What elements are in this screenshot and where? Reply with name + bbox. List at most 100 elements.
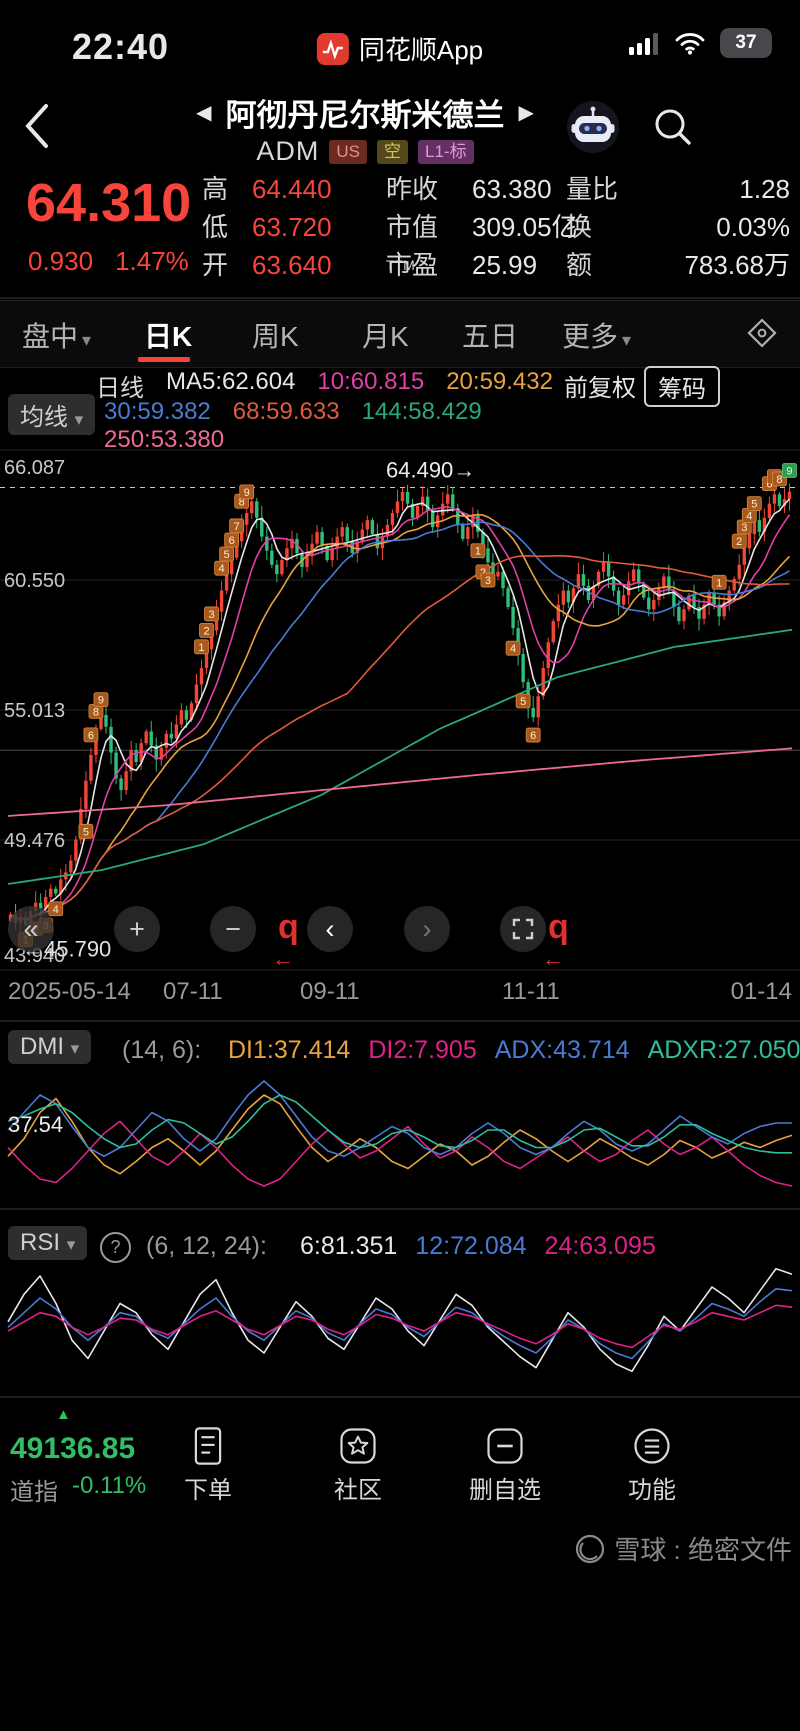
community-icon xyxy=(340,1428,376,1464)
index-up-triangle-icon: ▲ xyxy=(56,1406,71,1423)
signal-badges: 12345689123456789123456123456789 xyxy=(18,463,797,947)
app-badge-label: 同花顺App xyxy=(358,35,484,65)
tab-intraday[interactable]: 盘中 ▾ xyxy=(22,321,92,352)
fullscreen-button[interactable] xyxy=(500,906,546,952)
quote-row: 开 63.640 市盈 TTM 25.99 额 783.68万 xyxy=(0,246,800,284)
nav-place-order[interactable]: 下单 xyxy=(153,1424,263,1505)
svg-text:64.490→: 64.490→ xyxy=(386,457,475,482)
status-time: 22:40 xyxy=(72,26,170,67)
axis-date: 09-11 xyxy=(300,978,360,1005)
gap-marker: q xyxy=(278,908,299,946)
index-value[interactable]: 49136.85 xyxy=(10,1432,136,1465)
svg-text:6: 6 xyxy=(229,535,235,547)
svg-text:6: 6 xyxy=(530,730,536,742)
svg-text:9: 9 xyxy=(98,695,104,707)
volratio-label: 量比 xyxy=(566,174,619,204)
tab-more[interactable]: 更多 ▾ xyxy=(562,321,632,352)
ma-dropdown-button[interactable]: 均线 ▾ xyxy=(8,394,96,435)
stock-title: 阿彻丹尼尔斯米德兰 xyxy=(225,98,505,133)
svg-text:9: 9 xyxy=(786,466,792,478)
tab-monthly-k[interactable]: 月K xyxy=(362,321,409,352)
tab-five-day[interactable]: 五日 xyxy=(462,321,519,352)
zoom-in-button[interactable]: + xyxy=(114,906,160,952)
indicator-value: 30:59.382 xyxy=(104,398,211,425)
turnover-value: 0.03% xyxy=(716,212,790,242)
zoom-out-button[interactable]: − xyxy=(210,906,256,952)
svg-text:2: 2 xyxy=(203,625,209,637)
open-label: 开 xyxy=(202,250,229,280)
rsi-dropdown-button[interactable]: RSI ▾ xyxy=(8,1226,88,1260)
tab-weekly-k[interactable]: 周K xyxy=(252,321,299,352)
svg-text:9: 9 xyxy=(244,487,250,499)
help-icon[interactable]: ? xyxy=(100,1232,131,1263)
market-tag: US xyxy=(329,139,368,164)
tab-daily-k[interactable]: 日K xyxy=(144,321,193,352)
dmi-chart[interactable] xyxy=(0,1058,800,1206)
short-tag: 空 xyxy=(377,139,409,164)
search-button[interactable] xyxy=(650,104,696,150)
app-badge[interactable]: 同花顺App xyxy=(316,30,484,67)
price-change: 0.930 xyxy=(28,246,94,276)
snowball-logo-icon xyxy=(576,1534,605,1563)
indicator-value: 20:59.432 xyxy=(446,368,553,395)
open-value: 63.640 xyxy=(252,250,332,280)
chevron-down-icon: ▾ xyxy=(70,1039,80,1058)
nav-community[interactable]: 社区 xyxy=(303,1424,413,1505)
amount-value: 783.68万 xyxy=(684,250,790,280)
indicator-settings-icon[interactable] xyxy=(746,317,778,349)
rsi-params: (6, 12, 24): xyxy=(146,1232,267,1260)
chevron-down-icon: ▾ xyxy=(74,410,84,429)
nav-functions[interactable]: 功能 xyxy=(597,1424,707,1505)
indicator-value: MA5:62.604 xyxy=(166,368,296,395)
index-name: 道指 xyxy=(10,1479,58,1506)
index-row[interactable]: 道指 -0.11% xyxy=(10,1472,146,1507)
chip-distribution-button[interactable]: 筹码 xyxy=(644,366,720,407)
menu-circle-icon xyxy=(634,1428,670,1464)
svg-text:4: 4 xyxy=(53,904,59,916)
dmi-header: DMI ▾ (14, 6): DI1:37.414 DI2:7.905 ADX:43… xyxy=(0,1030,800,1070)
svg-text:7: 7 xyxy=(234,521,240,533)
mktcap-label: 市值 xyxy=(386,212,439,242)
svg-text:4: 4 xyxy=(219,563,225,575)
svg-text:1: 1 xyxy=(198,642,204,654)
collapse-toolbar-button[interactable]: « xyxy=(8,906,54,952)
prev-stock-icon[interactable]: ◀ xyxy=(196,102,212,124)
last-price: 64.310 xyxy=(26,173,192,233)
high-label: 高 xyxy=(202,174,229,204)
battery-indicator: 37 xyxy=(720,28,772,58)
svg-text:3: 3 xyxy=(741,522,747,534)
rsi-chart[interactable] xyxy=(0,1252,800,1392)
stock-symbol: ADM xyxy=(256,136,320,166)
svg-text:8: 8 xyxy=(239,496,245,508)
indicator-value: 68:59.633 xyxy=(232,398,340,425)
high-value: 64.440 xyxy=(252,174,332,204)
wifi-icon xyxy=(674,30,706,56)
axis-date: 2025-05-14 xyxy=(8,978,131,1005)
indicator-value: ADX:43.714 xyxy=(494,1036,630,1064)
pan-right-button[interactable]: › xyxy=(404,906,450,952)
nav-remove-watchlist[interactable]: 删自选 xyxy=(450,1424,560,1505)
rsi-header: RSI ▾ ? (6, 12, 24): 6:81.351 12:72.084 24… xyxy=(0,1226,800,1266)
axis-date: 11-11 xyxy=(502,978,560,1005)
svg-text:60.550: 60.550 xyxy=(4,570,65,592)
candlestick-chart[interactable]: 66.087 60.550 55.013 49.476 43.940 64.490→ 1 2 3… xyxy=(0,448,800,973)
ma-period-label: 日线 xyxy=(96,375,144,402)
adjust-mode-toggle[interactable]: 前复权 xyxy=(564,375,636,402)
chevron-down-icon: ▾ xyxy=(622,330,632,350)
dmi-dropdown-button[interactable]: DMI ▾ xyxy=(8,1030,92,1064)
assistant-robot-button[interactable] xyxy=(566,100,620,154)
indicator-value: 12:72.084 xyxy=(415,1232,527,1260)
svg-text:5: 5 xyxy=(224,549,230,561)
pan-left-button[interactable]: ‹ xyxy=(307,906,353,952)
back-button[interactable] xyxy=(16,96,60,156)
svg-text:8: 8 xyxy=(776,474,782,486)
svg-text:6: 6 xyxy=(766,479,772,491)
quote-row: 高 64.440 昨收 63.380 量比 1.28 xyxy=(0,170,800,208)
indicator-value: 10:60.815 xyxy=(317,368,425,395)
indicator-value: DI1:37.414 xyxy=(228,1036,351,1064)
svg-text:5: 5 xyxy=(520,696,526,708)
next-stock-icon[interactable]: ▶ xyxy=(518,102,534,124)
svg-text:3: 3 xyxy=(485,575,491,587)
order-doc-icon xyxy=(194,1427,222,1465)
